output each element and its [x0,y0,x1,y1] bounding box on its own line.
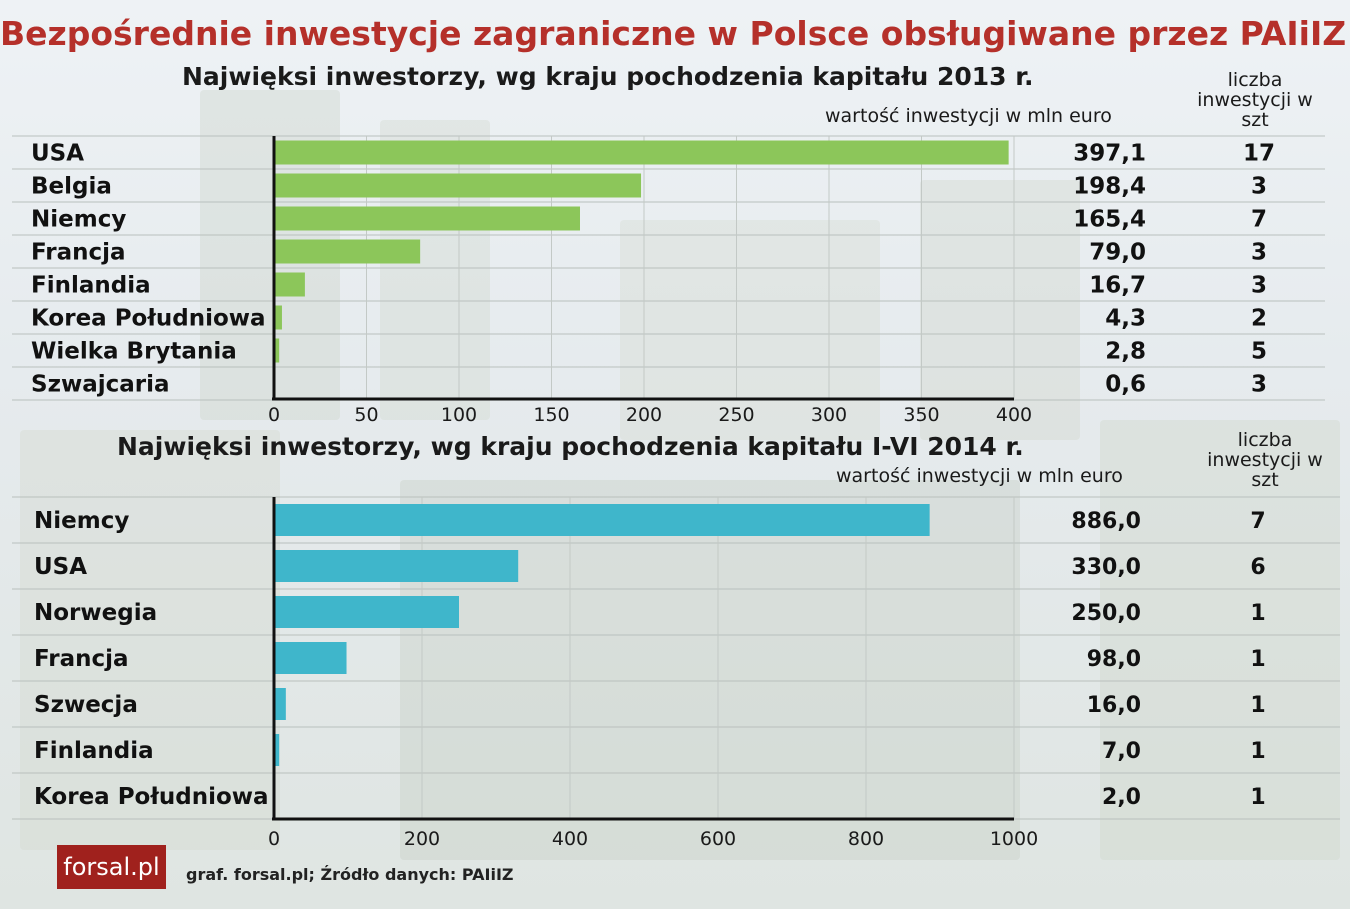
source-note: graf. forsal.pl; Źródło danych: PAIiIZ [186,865,514,884]
category-label: Szwecja [34,692,138,718]
x-tick-label: 150 [533,404,569,426]
bar [274,239,421,264]
category-label: Belgia [31,174,112,200]
value-label: 198,4 [1073,174,1146,200]
category-label: Niemcy [34,508,129,534]
chart1-value-label: wartość inwestycji w mln euro [825,105,1112,127]
category-label: Finlandia [31,273,151,299]
bar [274,140,1009,165]
value-label: 886,0 [1071,509,1141,534]
bar [274,338,280,363]
value-label: 2,0 [1102,785,1141,810]
category-label: USA [31,141,84,167]
category-label: Korea Południowa [31,306,266,332]
chart2-value-label: wartość inwestycji w mln euro [836,465,1123,487]
category-label: Szwajcaria [31,372,170,398]
x-tick-label: 250 [718,404,754,426]
count-label: 3 [1251,372,1267,398]
category-label: Korea Południowa [34,784,269,810]
value-label: 330,0 [1071,555,1141,580]
bar [274,504,930,536]
value-label: 98,0 [1087,647,1141,672]
value-label: 250,0 [1071,601,1141,626]
value-label: 165,4 [1073,207,1146,233]
background-decoration [380,120,490,420]
x-tick-label: 1000 [990,828,1038,850]
bar [274,305,282,330]
x-tick-label: 800 [848,828,884,850]
count-label: 7 [1250,509,1265,534]
bar [274,642,347,674]
count-label: 7 [1251,207,1267,233]
category-label: Francja [34,646,129,672]
count-label: 1 [1250,785,1265,810]
chart1-title: Najwięksi inwestorzy, wg kraju pochodzen… [182,62,1034,91]
count-label: 1 [1250,739,1265,764]
value-label: 79,0 [1089,240,1146,266]
x-tick-label: 400 [996,404,1032,426]
value-label: 397,1 [1073,141,1146,167]
bar [274,596,459,628]
x-tick-label: 0 [268,828,280,850]
bar [274,206,580,231]
x-tick-label: 300 [811,404,847,426]
count-label: 1 [1250,601,1265,626]
bar [274,272,305,297]
background-decoration [620,220,880,440]
category-label: Norwegia [34,600,157,626]
category-label: Finlandia [34,738,154,764]
bar [274,688,286,720]
x-tick-label: 350 [903,404,939,426]
value-label: 7,0 [1102,739,1141,764]
forsal-logo: forsal.pl [57,845,166,889]
bar [274,734,280,766]
chart2-title: Najwięksi inwestorzy, wg kraju pochodzen… [117,432,1024,461]
count-label: 3 [1251,273,1267,299]
category-label: Niemcy [31,207,126,233]
count-label: 6 [1250,555,1265,580]
background-decoration [920,180,1080,440]
count-label: 3 [1251,240,1267,266]
value-label: 0,6 [1105,372,1146,398]
value-label: 2,8 [1105,339,1146,365]
category-label: Francja [31,240,126,266]
x-tick-label: 200 [404,828,440,850]
background-decoration [1100,420,1340,860]
count-label: 2 [1251,306,1267,332]
count-label: 1 [1250,647,1265,672]
bar [274,550,519,582]
count-label: 5 [1251,339,1267,365]
chart2-count-label: liczba inwestycji w szt [1207,429,1323,491]
count-label: 3 [1251,174,1267,200]
x-tick-label: 100 [441,404,477,426]
x-tick-label: 200 [626,404,662,426]
x-tick-label: 600 [700,828,736,850]
count-label: 1 [1250,693,1265,718]
x-tick-label: 400 [552,828,588,850]
main-title: Bezpośrednie inwestycje zagraniczne w Po… [0,14,1347,53]
bar [274,173,642,198]
x-tick-label: 0 [268,404,280,426]
value-label: 4,3 [1105,306,1146,332]
count-label: 17 [1243,141,1275,167]
category-label: Wielka Brytania [31,339,237,365]
category-label: USA [34,554,87,580]
value-label: 16,0 [1087,693,1141,718]
x-tick-label: 50 [354,404,378,426]
background-decoration [20,430,280,850]
chart1-count-label: liczba inwestycji w szt [1197,69,1313,131]
value-label: 16,7 [1089,273,1146,299]
